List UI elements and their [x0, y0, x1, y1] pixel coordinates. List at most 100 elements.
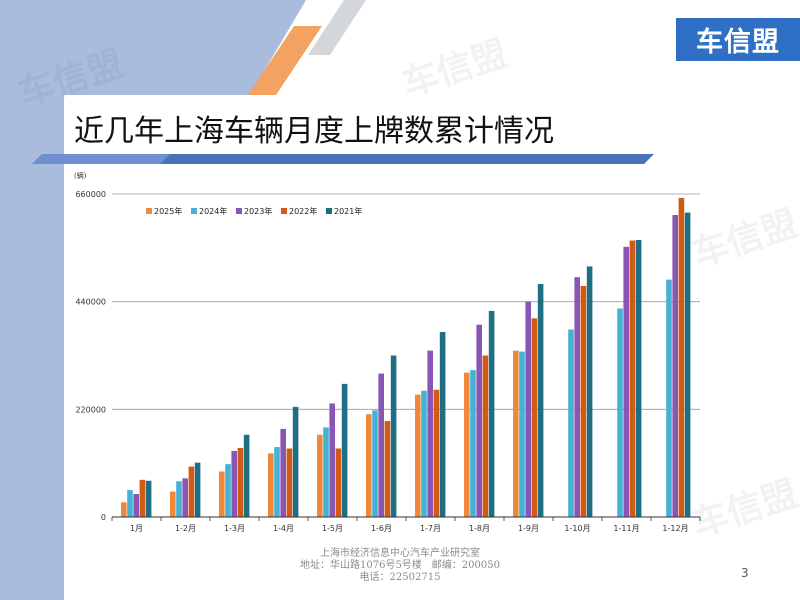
bar-2023年-1月	[133, 493, 139, 517]
bar-2021年-1-9月	[537, 284, 544, 517]
bar-2024年-1-10月	[568, 329, 574, 517]
bar-2022年-1-7月	[433, 389, 440, 517]
legend-swatch	[236, 208, 242, 214]
bar-2022年-1-5月	[335, 448, 342, 517]
footer-address: 上海市经济信息中心汽车产业研究室 地址：华山路1076号5号楼 邮编：20005…	[280, 548, 520, 584]
bar-2025年-1-2月	[170, 491, 176, 517]
legend-swatch	[191, 208, 197, 214]
bar-2024年-1-8月	[470, 370, 476, 517]
bar-2023年-1-4月	[280, 428, 286, 517]
bar-2023年-1-6月	[378, 373, 384, 517]
x-tick-label: 1-12月	[662, 524, 688, 533]
bar-2025年-1-5月	[317, 434, 323, 517]
x-tick-label: 1-8月	[469, 524, 490, 533]
bar-2023年-1-8月	[476, 324, 482, 517]
bar-2022年-1-6月	[384, 421, 391, 517]
legend-label: 2022年	[289, 206, 317, 216]
bar-2021年-1-5月	[341, 383, 348, 517]
y-tick-label: 220000	[75, 405, 106, 414]
bar-2024年-1-7月	[421, 390, 427, 517]
bar-2022年-1-11月	[629, 240, 636, 517]
bar-2023年-1-5月	[329, 403, 335, 517]
legend-swatch	[326, 208, 332, 214]
bar-2024年-1-4月	[274, 447, 280, 517]
footer-line-2: 地址：华山路1076号5号楼 邮编：200050	[300, 560, 500, 571]
bar-2025年-1-8月	[464, 372, 470, 517]
bar-2021年-1-7月	[439, 332, 446, 517]
bar-2024年-1月	[127, 490, 133, 517]
gray-stripe	[308, 0, 366, 55]
bar-2022年-1-2月	[188, 466, 195, 517]
bar-2022年-1-4月	[286, 448, 293, 517]
bar-2022年-1-3月	[237, 447, 244, 517]
y-tick-label: 0	[101, 513, 106, 522]
bar-2022年-1-10月	[580, 286, 587, 517]
bar-chart: 0 220000 440000 660000 (辆) 1月 1-2月 1-3月 1-4月 1-5月…	[74, 171, 701, 533]
bar-2024年-1-11月	[617, 308, 623, 517]
legend-label: 2021年	[334, 206, 362, 216]
bar-2025年-1-4月	[268, 453, 274, 517]
bar-2024年-1-9月	[519, 351, 525, 517]
x-tick-label: 1-2月	[175, 524, 196, 533]
bar-2025年-1-3月	[219, 471, 225, 517]
bar-2021年-1-6月	[390, 355, 397, 517]
y-axis-label: (辆)	[74, 171, 87, 180]
bar-2025年-1-7月	[415, 394, 421, 517]
bar-2023年-1-10月	[574, 277, 580, 517]
bar-2021年-1-10月	[586, 266, 593, 517]
y-tick-label: 660000	[75, 190, 106, 199]
brand-logo: 车信盟	[676, 18, 800, 61]
bar-2022年-1月	[139, 479, 146, 517]
bar-2025年-1月	[121, 502, 127, 517]
x-tick-label: 1-11月	[613, 524, 639, 533]
title-underline-bar	[32, 154, 654, 164]
header-decoration	[0, 0, 366, 95]
bar-2021年-1-11月	[635, 240, 642, 517]
bar-2024年-1-3月	[225, 464, 231, 517]
bar-2023年-1-2月	[182, 478, 188, 517]
bar-2023年-1-11月	[623, 246, 629, 517]
bar-2023年-1-9月	[525, 301, 531, 517]
x-tick-label: 1-4月	[273, 524, 294, 533]
bar-2022年-1-12月	[678, 197, 685, 517]
header-blue-shape	[0, 0, 306, 95]
slide-title: 近几年上海车辆月度上牌数累计情况	[74, 114, 554, 149]
x-tick-label: 1-10月	[564, 524, 590, 533]
page-number: 3	[741, 566, 749, 580]
legend-swatch	[146, 208, 152, 214]
left-accent-bar	[0, 0, 64, 600]
legend-label: 2024年	[199, 206, 227, 216]
bar-2023年-1-3月	[231, 450, 237, 517]
bar-2025年-1-6月	[366, 414, 372, 517]
bar-2023年-1-7月	[427, 350, 433, 517]
bar-2021年-1-12月	[684, 212, 691, 517]
bar-2021年-1-8月	[488, 310, 495, 517]
bar-2021年-1-4月	[292, 406, 299, 517]
footer-line-3: 电话：22502715	[359, 572, 441, 583]
y-tick-label: 440000	[75, 298, 106, 307]
x-tick-label: 1-5月	[322, 524, 343, 533]
bar-2022年-1-8月	[482, 355, 489, 517]
bar-2024年-1-2月	[176, 481, 182, 517]
x-tick-label: 1-7月	[420, 524, 441, 533]
bar-2023年-1-12月	[672, 215, 678, 517]
x-tick-label: 1-6月	[371, 524, 392, 533]
legend-swatch	[281, 208, 287, 214]
bar-2024年-1-12月	[666, 279, 672, 517]
logo-text: 车信盟	[696, 27, 780, 58]
x-tick-label: 1-3月	[224, 524, 245, 533]
bar-2021年-1月	[145, 480, 152, 517]
x-tick-label: 1月	[130, 524, 143, 533]
bar-2024年-1-6月	[372, 410, 378, 517]
bar-2025年-1-9月	[513, 350, 519, 517]
footer-line-1: 上海市经济信息中心汽车产业研究室	[320, 548, 480, 559]
legend-label: 2025年	[154, 206, 182, 216]
x-tick-label: 1-9月	[518, 524, 539, 533]
bar-2021年-1-2月	[194, 462, 201, 517]
orange-stripe	[248, 26, 322, 95]
bar-2022年-1-9月	[531, 318, 538, 517]
legend-label: 2023年	[244, 206, 272, 216]
bar-2021年-1-3月	[243, 434, 250, 517]
bar-2024年-1-5月	[323, 427, 329, 517]
